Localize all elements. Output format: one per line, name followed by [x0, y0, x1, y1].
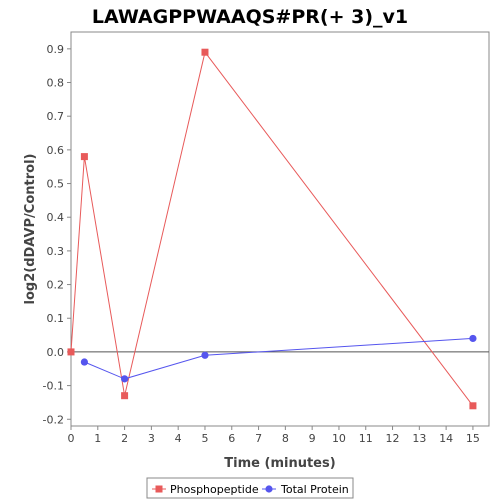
x-tick-label: 13 [412, 432, 426, 445]
legend-label: Total Protein [280, 483, 349, 496]
y-tick-label: 0.6 [47, 144, 65, 157]
legend-label: Phosphopeptide [170, 483, 259, 496]
y-tick-label: 0.7 [47, 110, 65, 123]
x-tick-label: 3 [148, 432, 155, 445]
x-tick-label: 8 [282, 432, 289, 445]
x-axis-label: Time (minutes) [224, 456, 335, 471]
x-tick-label: 6 [228, 432, 235, 445]
x-tick-label: 0 [68, 432, 75, 445]
legend-marker [265, 485, 273, 493]
x-tick-label: 11 [359, 432, 373, 445]
data-point [201, 48, 209, 56]
data-point [121, 392, 129, 400]
x-tick-label: 9 [309, 432, 316, 445]
x-tick-label: 2 [121, 432, 128, 445]
legend: Phosphopeptide Total Protein [152, 483, 349, 496]
y-tick-label: 0.0 [47, 346, 65, 359]
legend-box [146, 477, 354, 499]
data-point [469, 334, 477, 343]
y-tick-label: 0.4 [47, 211, 65, 224]
series-line [84, 337, 473, 380]
data-point [120, 375, 129, 383]
data-point [201, 351, 209, 359]
y-tick-label: 0.8 [47, 77, 65, 90]
data-point [67, 348, 75, 356]
series-0 [67, 48, 477, 410]
x-tick-label: 5 [201, 432, 208, 445]
series-layer [67, 48, 477, 410]
data-point [80, 358, 88, 366]
y-axis-label: log2(dDAVP/Control) [23, 154, 38, 305]
y-tick-label: 0.1 [47, 312, 65, 325]
x-tick-label: 4 [175, 432, 182, 445]
axes: 0 1 2 3 4 5 6 7 8 9 10 11 12 13 14 15-0.2-0.10.00.10.20… [43, 43, 489, 445]
x-tick-label: 7 [255, 432, 262, 445]
x-tick-label: 15 [466, 432, 480, 445]
legend-marker [155, 485, 163, 493]
y-tick-label: 0.9 [47, 43, 65, 56]
legend-item: Total Protein [262, 483, 349, 496]
data-point [80, 153, 88, 161]
chart-title: LAWAGPPWAAQS#PR(+ 3)_v1 [92, 6, 408, 28]
data-point [469, 402, 477, 410]
plot-area [70, 31, 490, 427]
y-tick-label: 0.3 [47, 245, 65, 258]
x-tick-label: 10 [332, 432, 346, 445]
legend-item: Phosphopeptide [152, 483, 259, 496]
x-tick-label: 14 [439, 432, 453, 445]
y-tick-label: 0.2 [47, 279, 65, 292]
y-tick-label: 0.5 [47, 178, 65, 191]
y-tick-label: -0.2 [43, 413, 64, 426]
y-tick-label: -0.1 [43, 380, 64, 393]
series-1 [80, 334, 477, 383]
x-tick-label: 1 [94, 432, 101, 445]
x-tick-label: 12 [386, 432, 400, 445]
